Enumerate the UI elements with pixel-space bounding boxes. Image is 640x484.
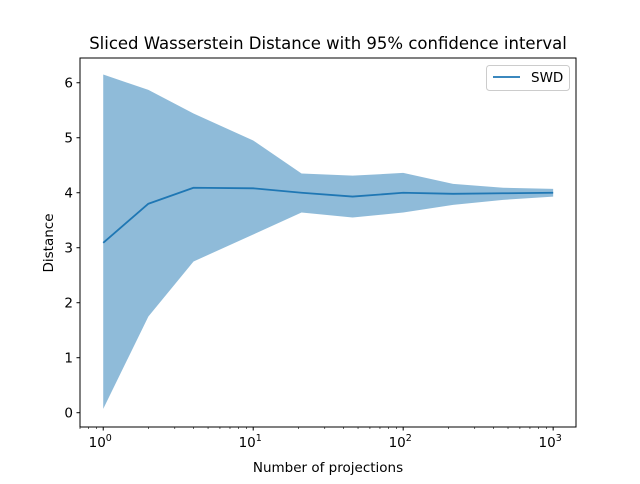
- y-tick-label: 0: [64, 406, 73, 422]
- y-tick-label: 4: [64, 186, 73, 202]
- chart-title: Sliced Wasserstein Distance with 95% con…: [89, 34, 567, 53]
- y-tick-label: 5: [64, 131, 73, 147]
- legend: SWD: [487, 66, 570, 91]
- y-tick-label: 3: [64, 241, 73, 257]
- y-tick-label: 1: [64, 351, 73, 367]
- x-axis-label: Number of projections: [253, 460, 403, 476]
- legend-label-swd: SWD: [531, 70, 563, 86]
- y-tick-label: 6: [64, 76, 73, 92]
- y-axis-label: Distance: [41, 213, 57, 272]
- y-tick-label: 2: [64, 296, 73, 312]
